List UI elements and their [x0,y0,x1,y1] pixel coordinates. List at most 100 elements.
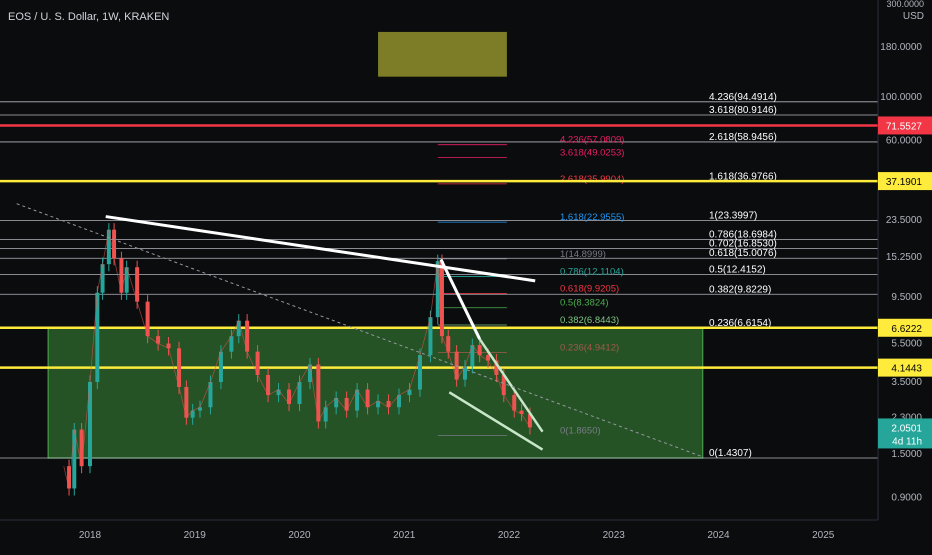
fib-main-label: 0.786(18.6984) [709,230,777,241]
candle-body [527,414,532,428]
candle-body [512,395,517,411]
candle-body [446,336,451,352]
y-tick-label: 2.3000 [891,413,922,424]
candle-body [218,351,223,382]
trendline [439,258,482,340]
candle-body [355,389,360,411]
fib-secondary-label: 3.618(49.0253) [560,148,624,159]
olive-box [378,31,507,77]
candle-body [106,229,111,265]
fib-secondary-label: 0.382(6.8443) [560,315,619,326]
candle-body [197,407,202,411]
y-tick-label: 9.5000 [891,292,922,303]
fib-secondary-label: 2.618(35.9904) [560,174,624,185]
candle-body [156,336,161,344]
candle-body [287,389,292,405]
candle-body [344,397,349,411]
candle-body [112,229,117,259]
fib-secondary-label: 0(1.8650) [560,425,601,436]
trendline [105,215,536,283]
y-tick-label: 1.5000 [891,449,922,460]
candle-body [407,389,412,396]
price-badge-label: 4.1443 [891,364,922,375]
candle-body [266,374,271,396]
candle-body [79,429,84,467]
candle-body [100,264,105,293]
price-badge-label: 71.5527 [886,121,923,132]
candle-body [494,360,499,375]
range-box [47,327,704,459]
candle-body [236,320,241,337]
candle-body [95,292,100,382]
candle-body [376,400,381,408]
price-badge-label: 6.6222 [891,324,922,335]
y-tick-label: 100.0000 [880,92,922,103]
candle-body [229,336,234,352]
candle-body [67,466,72,489]
candle-body [119,258,124,293]
chart-title: EOS / U. S. Dollar, 1W, KRAKEN [8,11,170,23]
currency-label: 300.0000 USD [886,0,924,22]
candle-body [365,389,370,408]
candle-body [428,317,433,356]
fib-secondary-label: 1.618(22.9555) [560,212,624,223]
fib-secondary-label: 1(14.8999) [560,249,606,260]
candle-body [477,345,482,356]
candle-body [72,429,77,489]
y-tick-label: 15.2500 [886,252,923,263]
y-tick-label: 0.9000 [891,492,922,503]
candle-body [386,400,391,408]
fib-secondary-label: 0.618(9.9205) [560,283,619,294]
y-tick-label: 23.5000 [886,215,923,226]
candle-body [323,407,328,422]
y-tick-label: 180.0000 [880,42,922,53]
candle-body [486,355,491,361]
candle-body [439,261,444,337]
candle-body [255,351,260,375]
fib-secondary-label: 0.786(12.1104) [560,266,624,277]
y-tick-label: 3.5000 [891,377,922,388]
candle-body [463,366,468,380]
fib-main-label: 0.702(16.8530) [709,238,777,249]
candle-body [208,381,213,408]
candle-body [166,343,171,349]
fib-main-label: 1(23.3997) [709,210,757,221]
price-badge [878,318,932,337]
candle-body [88,381,92,467]
candle-body [245,320,250,352]
candle-body [435,261,440,318]
y-tick-label: 60.0000 [886,135,923,146]
trendline [448,391,544,451]
price-series-line [63,229,531,489]
y-tick-label: 5.5000 [891,339,922,350]
currency-unit: USD [902,11,924,22]
x-tick-label: 2019 [184,530,207,541]
price-badge [878,418,932,449]
candle-body [135,267,140,302]
price-badge-label: 2.0501 [891,423,922,434]
dashed-trendline [16,203,703,458]
candle-body [519,410,524,415]
fib-main-label: 0.618(15.0076) [709,248,777,259]
fib-secondary-label: 0.5(8.3824) [560,298,609,309]
candle-body [184,386,189,418]
x-tick-label: 2023 [603,530,626,541]
price-badge [878,116,932,135]
top-price-label: 300.0000 [886,0,924,9]
price-badge-countdown: 4d 11h [892,436,922,447]
fib-main-label: 0(1.4307) [709,448,752,459]
candle-body [124,267,129,293]
fib-secondary-label: 0.236(4.9412) [560,343,619,354]
price-badge-label: 37.1901 [886,177,923,188]
candle-body [397,395,402,408]
fib-main-label: 0.236(6.6154) [709,318,771,329]
price-badge [878,358,932,377]
x-tick-label: 2022 [498,530,521,541]
candle-body [417,355,422,390]
x-tick-label: 2018 [79,530,102,541]
fib-secondary-label: 4.236(57.0809) [560,135,624,146]
x-tick-label: 2021 [393,530,416,541]
